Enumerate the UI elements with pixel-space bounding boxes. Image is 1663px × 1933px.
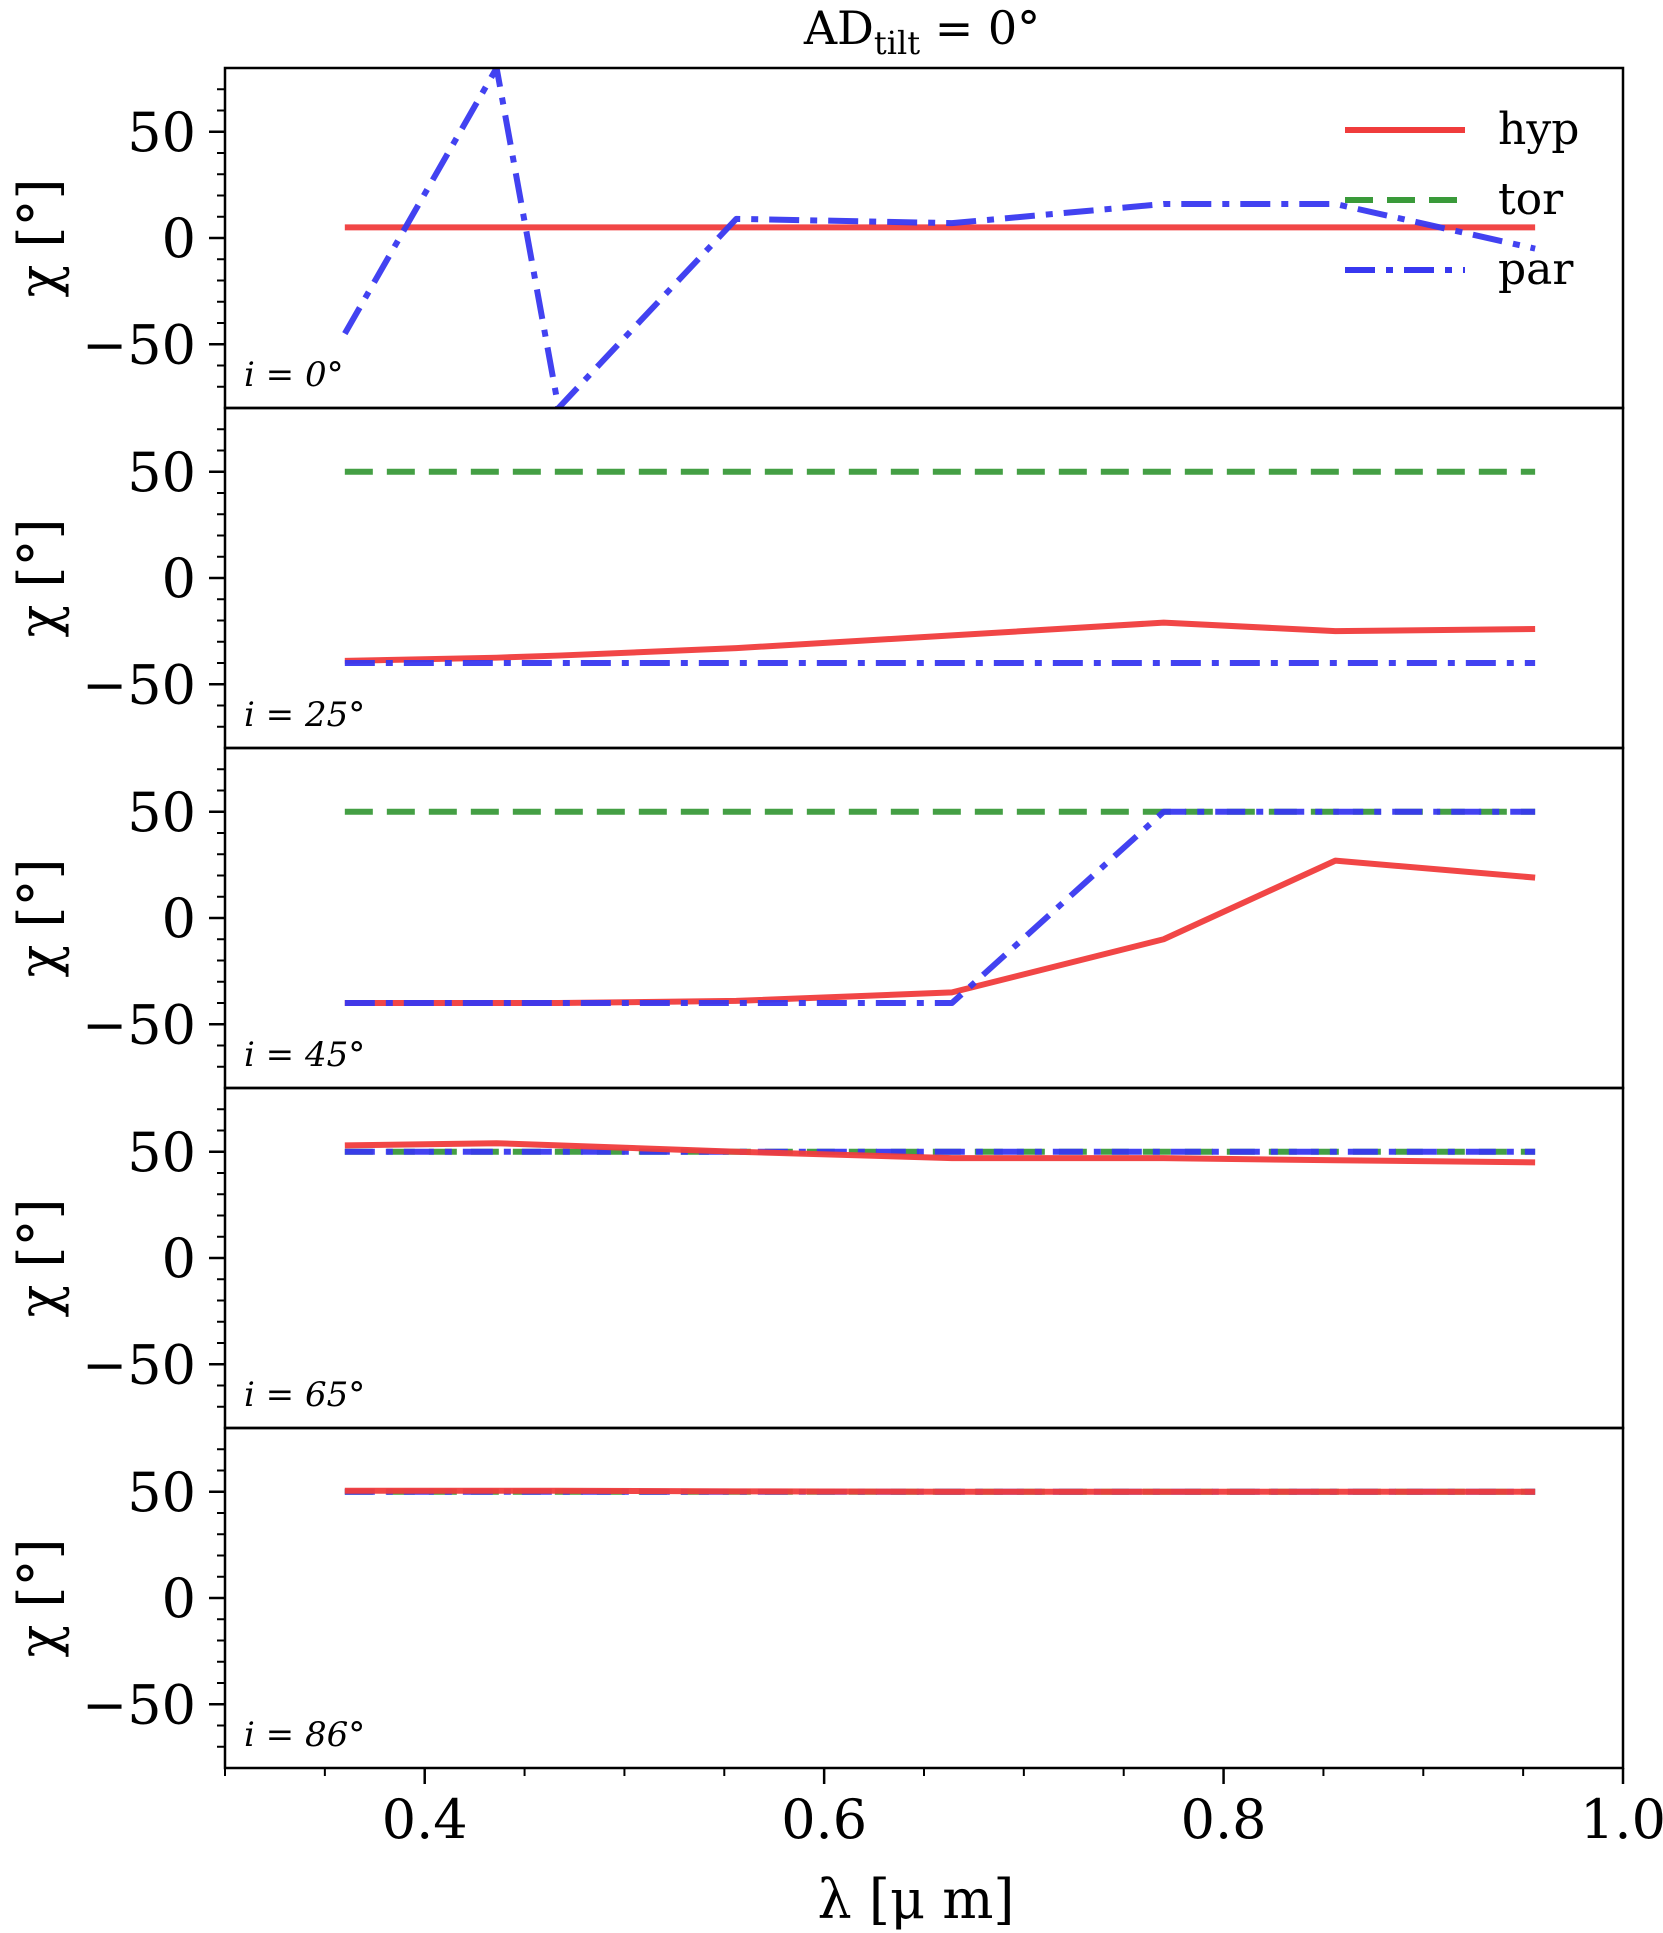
legend-label-par: par [1498, 244, 1574, 295]
x-axis-title: λ [μ m] [818, 1868, 1015, 1931]
panel-series [344, 1140, 1536, 1166]
y-axis-title: χ [°] [7, 858, 70, 977]
y-tick-label: −50 [82, 1333, 196, 1396]
y-tick-label: 50 [127, 101, 196, 164]
panel-series [344, 468, 1536, 666]
panel-series [344, 808, 1536, 1006]
chart-panel: 50 0 −50χ [°] i = 86° [7, 1426, 1625, 1770]
legend-label-tor: tor [1498, 174, 1564, 225]
y-tick-label: 0 [162, 1227, 196, 1290]
panel-frame [223, 1426, 1625, 1770]
panel-frame [223, 746, 1625, 1090]
chart-panel: 50 0 −50χ [°] i = 0° [7, 66, 1625, 410]
y-tick-label: 0 [162, 547, 196, 610]
panel-series [344, 1487, 1536, 1495]
chart-title-main: AD [803, 1, 874, 55]
x-tick-label: 0.4 [382, 1788, 468, 1851]
panel-frame [223, 1086, 1625, 1430]
x-axis: 0.4 0.6 0.8 1.0 [224, 1768, 1663, 1851]
panel-series [342, 68, 1536, 408]
series-line-hyp [344, 1140, 1536, 1166]
chart-legend: hyp tor par [1345, 104, 1579, 295]
panel-label: i = 0° [244, 355, 344, 395]
series-line-hyp [344, 619, 1536, 664]
y-axis-title: χ [°] [7, 1538, 70, 1657]
chart-panels: 500−50χ [°]i = 0°500−50χ [°]i = 25°500−5… [7, 66, 1625, 1770]
x-tick-label: 1.0 [1580, 1788, 1663, 1851]
x-tick-label: 0.8 [1181, 1788, 1267, 1851]
panel-label: i = 25° [244, 695, 365, 735]
y-tick-label: 0 [162, 887, 196, 950]
series-line-par [344, 808, 1536, 1006]
x-tick-label: 0.6 [781, 1788, 867, 1851]
y-tick-label: −50 [82, 653, 196, 716]
y-tick-label: 50 [127, 1461, 196, 1524]
series-line-hyp [344, 857, 1536, 1006]
y-tick-label: 0 [162, 207, 196, 270]
y-tick-label: 50 [127, 1121, 196, 1184]
y-tick-label: −50 [82, 1673, 196, 1736]
panel-label: i = 65° [244, 1375, 365, 1415]
y-tick-label: 50 [127, 441, 196, 504]
y-tick-label: −50 [82, 993, 196, 1056]
y-axis-title: χ [°] [7, 178, 70, 297]
y-tick-label: 0 [162, 1567, 196, 1630]
series-line-par [342, 68, 1536, 408]
panel-frame [223, 66, 1625, 410]
y-tick-label: −50 [82, 313, 196, 376]
chart-title-subscript: tilt [874, 24, 920, 62]
chart-title: ADtilt = 0° [803, 1, 1040, 62]
panel-label: i = 86° [244, 1715, 365, 1755]
y-axis-title: χ [°] [7, 1198, 70, 1317]
y-tick-label: 50 [127, 781, 196, 844]
series-line-hyp [344, 1487, 1536, 1495]
chart-title-rest: = 0° [920, 1, 1040, 55]
chart-panel: 50 0 −50χ [°] i = 65° [7, 1086, 1625, 1430]
panel-label: i = 45° [244, 1035, 365, 1075]
y-axis-title: χ [°] [7, 518, 70, 637]
chart-panel: 50 0 −50χ [°] i = 25° [7, 406, 1625, 750]
panel-frame [223, 406, 1625, 750]
chart-panel: 50 0 −50χ [°] i = 45° [7, 746, 1625, 1090]
legend-label-hyp: hyp [1498, 104, 1579, 155]
